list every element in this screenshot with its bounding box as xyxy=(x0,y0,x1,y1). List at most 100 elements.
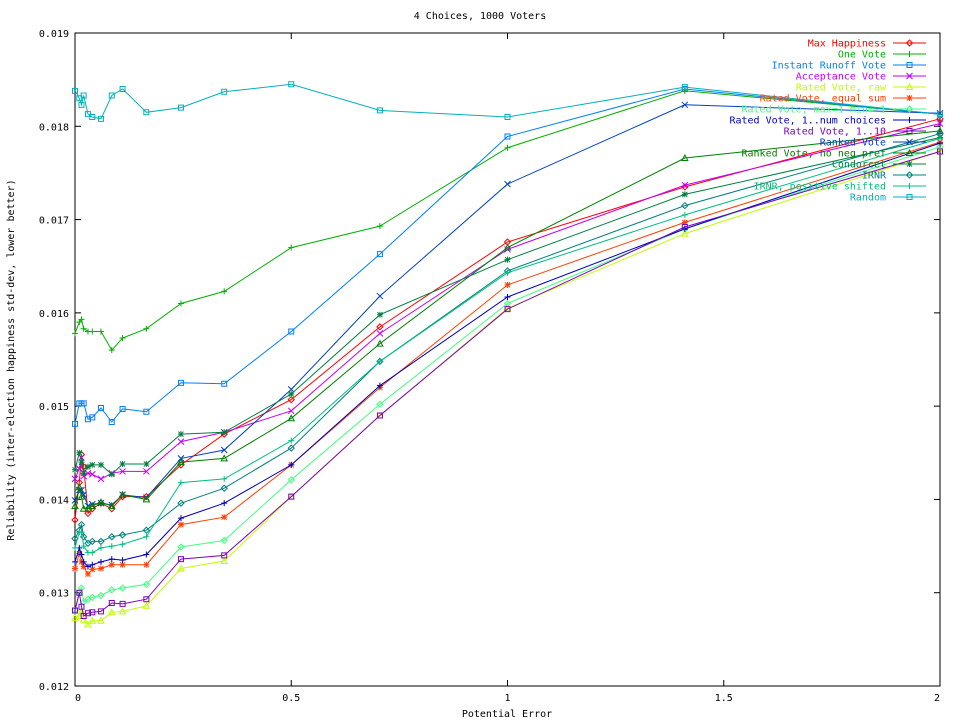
data-point xyxy=(97,591,105,600)
legend-item: Rated Vote, equal sum xyxy=(760,94,926,105)
data-point xyxy=(936,143,944,151)
legend-marker xyxy=(906,183,913,189)
data-point xyxy=(177,479,184,486)
data-point xyxy=(76,589,83,596)
data-point xyxy=(177,543,185,551)
legend-marker xyxy=(906,161,913,167)
data-point xyxy=(681,224,688,231)
data-point xyxy=(937,135,943,142)
data-point xyxy=(84,509,92,518)
data-point xyxy=(220,536,228,545)
series-13 xyxy=(72,135,943,556)
y-tick-label: 0.013 xyxy=(39,589,69,600)
data-point xyxy=(681,181,689,189)
data-point xyxy=(177,515,184,522)
series-14 xyxy=(72,81,943,122)
data-point xyxy=(71,534,79,543)
data-point xyxy=(97,115,104,122)
data-point xyxy=(142,526,151,534)
data-point xyxy=(177,564,185,572)
legend-item: Rated Vote, 1..num choices xyxy=(729,116,926,127)
data-point xyxy=(88,501,97,509)
data-point xyxy=(680,229,689,237)
series-line xyxy=(74,137,941,554)
series-line xyxy=(74,142,941,568)
data-point xyxy=(97,544,104,551)
data-point xyxy=(80,543,87,550)
data-point xyxy=(72,466,78,473)
data-point xyxy=(108,556,115,563)
legend-label: IRNR xyxy=(862,171,887,182)
data-point xyxy=(119,335,126,342)
legend-marker xyxy=(906,95,913,101)
data-point xyxy=(220,454,229,462)
data-point xyxy=(108,471,115,478)
data-point xyxy=(376,292,384,300)
axes: 0.012 0.013 0.014 0.015 0.016 0.017 0.018 0.019… xyxy=(39,29,941,704)
legend-item: Rated Vote, raw xyxy=(796,83,926,94)
data-point xyxy=(80,92,87,99)
data-point xyxy=(97,616,105,624)
data-point xyxy=(108,505,116,513)
data-point xyxy=(504,133,511,140)
data-point xyxy=(220,556,229,564)
data-point xyxy=(76,449,83,456)
data-point xyxy=(97,475,105,483)
data-point xyxy=(504,306,511,313)
legend-label: Condorcet xyxy=(832,160,886,171)
series-line xyxy=(74,83,941,120)
data-point xyxy=(504,144,511,151)
data-point xyxy=(76,95,83,102)
data-point xyxy=(681,201,689,210)
data-point xyxy=(288,328,295,335)
data-point xyxy=(143,551,150,558)
data-point xyxy=(143,408,150,415)
data-point xyxy=(88,470,96,478)
series-6 xyxy=(71,143,944,615)
data-point xyxy=(143,468,150,475)
data-point xyxy=(119,541,126,548)
y-tick-label: 0.016 xyxy=(39,309,69,320)
data-point xyxy=(504,180,511,188)
data-point xyxy=(79,615,88,623)
x-tick-label: 1 xyxy=(504,693,510,704)
legend-label: Rated Vote, equal sum xyxy=(760,94,886,105)
data-point xyxy=(376,330,384,337)
data-point xyxy=(503,243,512,251)
x-tick-label: 1.5 xyxy=(715,693,733,704)
data-point xyxy=(84,111,91,118)
data-point xyxy=(119,561,126,568)
data-point xyxy=(376,382,383,389)
data-point xyxy=(108,599,115,606)
data-point xyxy=(72,607,78,614)
data-point xyxy=(142,495,151,503)
data-point xyxy=(118,584,127,592)
data-point xyxy=(936,115,944,123)
data-point xyxy=(287,476,295,484)
data-point xyxy=(680,153,689,162)
data-point xyxy=(88,616,97,624)
legend-item: Ranked Vote, no neg pref xyxy=(742,149,926,160)
x-tick-label: 0 xyxy=(75,693,81,704)
legend-marker xyxy=(906,194,913,200)
data-point xyxy=(220,484,228,492)
data-point xyxy=(80,563,87,570)
series-line xyxy=(74,146,941,611)
data-point xyxy=(80,325,87,332)
legend-label: Rated Vote, 1..10 xyxy=(784,127,886,138)
data-point xyxy=(221,552,228,559)
legend-item: Condorcet xyxy=(832,160,926,171)
data-point xyxy=(97,498,105,506)
y-tick-label: 0.019 xyxy=(39,29,69,40)
data-point xyxy=(77,492,86,500)
data-point xyxy=(97,405,104,412)
legend-marker xyxy=(906,51,913,57)
legend-label: Acceptance Vote xyxy=(796,72,886,83)
data-point xyxy=(89,414,96,421)
series-line xyxy=(74,151,941,617)
data-point xyxy=(108,92,115,99)
data-point xyxy=(108,419,115,426)
legend-marker xyxy=(906,62,913,68)
data-point xyxy=(376,339,384,347)
data-point xyxy=(89,328,96,335)
